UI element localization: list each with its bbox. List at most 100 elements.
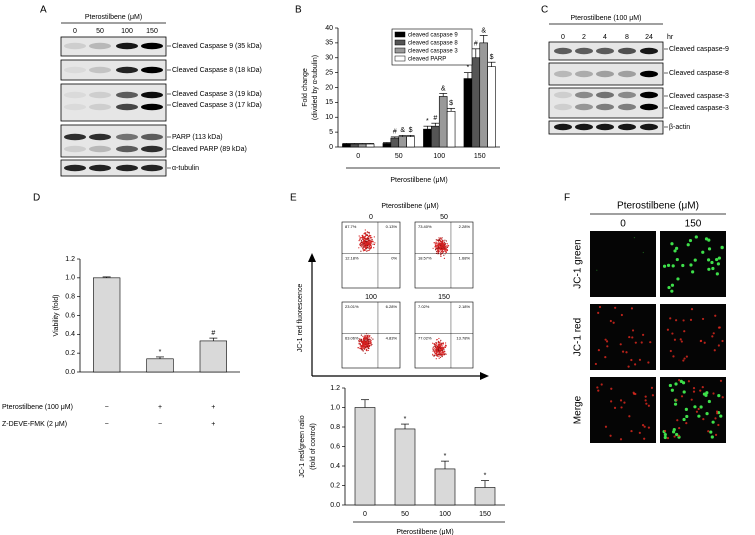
red-cell [610,387,613,390]
flow-event [440,239,443,241]
flow-event [432,342,434,344]
red-cell [597,349,600,352]
column-label: 0 [620,219,626,230]
red-cell [598,305,602,309]
y-tick-label: 0.8 [65,294,75,301]
flow-event [447,244,449,246]
flow-event [440,344,443,346]
flow-event [363,340,365,343]
red-cell [717,344,720,347]
significance-mark: $ [490,54,494,61]
flow-event [374,242,376,244]
red-cell [721,396,724,399]
quadrant-percent: 7.02% [418,304,430,309]
red-cell [630,307,634,310]
flow-event [364,346,367,348]
red-cell [606,345,609,348]
red-cell [609,434,612,437]
flow-event [362,343,364,345]
flow-event [367,336,369,338]
green-cell [717,393,721,398]
flow-event [358,343,360,345]
error-bar [102,276,111,278]
blot-band [64,103,86,111]
panel-label: C [541,5,548,16]
flow-event [369,335,371,337]
green-cell [719,414,723,418]
bar [406,136,415,148]
red-cell [604,338,607,341]
y-axis-label: Viability (fold) [53,295,60,337]
flow-event [366,243,368,245]
significance-mark: & [481,27,486,34]
flow-event [361,235,363,237]
row-label: Merge [573,395,584,424]
flow-event [360,348,362,350]
flow-event [433,348,435,350]
significance-mark: * [484,472,487,479]
red-cell [623,401,626,404]
legend-label: cleaved caspase 9 [408,32,458,38]
flow-event [436,250,438,253]
flow-event [360,250,362,252]
red-cell [692,387,696,390]
red-cell [644,395,647,398]
red-cell [612,321,615,324]
flow-event [440,354,442,356]
flow-event [363,345,365,347]
lane-label: 8 [625,34,629,41]
dose-label: 50 [440,214,448,221]
green-cell [688,238,693,243]
flow-event [436,242,438,244]
flow-event [364,343,366,345]
red-cell [664,429,667,433]
bar [487,66,496,148]
flow-event [365,336,367,338]
blot-band [64,66,86,74]
legend-swatch [394,47,406,54]
flow-event [369,240,371,242]
green-cell [670,289,674,293]
flow-event [370,343,372,345]
green-cell [693,405,697,409]
red-cell [690,308,694,311]
quadrant-percent: 18.57% [418,256,432,261]
flow-event [370,242,372,244]
flow-event [362,247,364,249]
panel-label: D [33,193,40,204]
y-tick-label: 20 [325,84,333,91]
lane-label: 2 [582,34,586,41]
flow-event [370,337,372,339]
flow-event [365,232,367,234]
flow-event [441,243,443,245]
y-tick-label: 30 [325,55,333,62]
flow-event [444,242,446,244]
red-cell [716,412,719,415]
flow-event [433,344,436,346]
flow-event [370,240,372,242]
red-cell [628,415,631,418]
green-cell [642,251,644,254]
quadrant-percent: 0.13% [386,224,398,229]
bar [398,136,407,148]
significance-mark: $ [409,127,413,134]
legend-swatch [394,31,406,38]
error-bar [382,142,391,144]
blot-band [64,91,86,99]
flow-event [439,354,441,356]
blot-box [548,62,664,86]
flow-event [444,248,446,250]
flow-event [442,345,444,347]
blot-band [141,103,163,111]
band-label: Cleaved Caspase 9 (35 kDa) [172,43,262,50]
flow-event [369,247,371,249]
flow-event [433,346,435,348]
flow-event [445,251,447,253]
fluorescence-image [590,304,656,370]
red-cell [678,426,681,430]
flow-event [442,240,444,242]
error-bar [350,143,359,145]
treatment-sign: + [211,421,215,428]
flow-event [364,229,366,231]
flow-event [359,244,361,246]
